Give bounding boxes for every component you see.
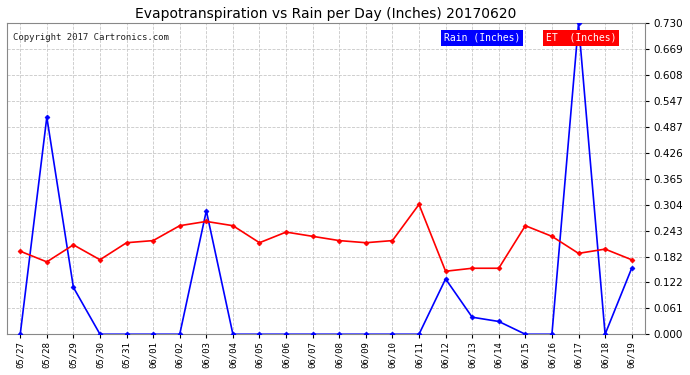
Title: Evapotranspiration vs Rain per Day (Inches) 20170620: Evapotranspiration vs Rain per Day (Inch… (135, 7, 517, 21)
Text: Copyright 2017 Cartronics.com: Copyright 2017 Cartronics.com (13, 33, 169, 42)
Text: ET  (Inches): ET (Inches) (546, 33, 617, 43)
Text: Rain (Inches): Rain (Inches) (444, 33, 520, 43)
